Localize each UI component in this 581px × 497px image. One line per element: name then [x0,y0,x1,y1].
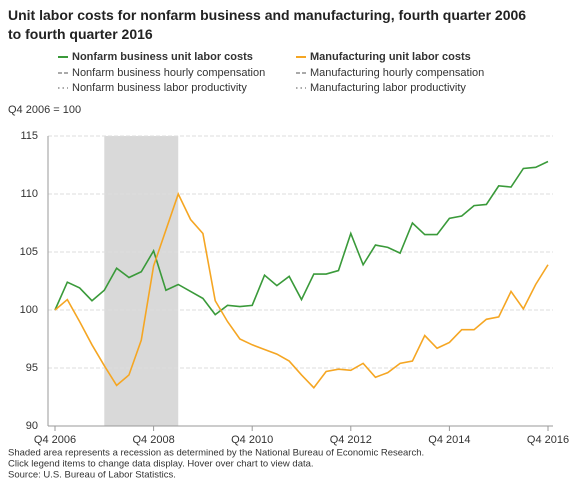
chart-title: Unit labor costs for nonfarm business an… [8,7,527,42]
y-axis-label: Q4 2006 = 100 [8,104,81,116]
x-tick-label: Q4 2016 [527,434,569,446]
legend-label[interactable]: Manufacturing labor productivity [310,82,466,94]
y-tick-label: 100 [20,304,38,316]
series-line [54,160,549,316]
series-line [54,191,549,389]
x-tick-label: Q4 2008 [132,434,174,446]
x-tick-label: Q4 2006 [34,434,76,446]
x-tick-label: Q4 2010 [231,434,273,446]
x-tick-label: Q4 2012 [330,434,372,446]
footnote: Click legend items to change data displa… [8,459,314,470]
y-tick-label: 95 [26,362,38,374]
legend-label[interactable]: Nonfarm business unit labor costs [72,51,253,63]
x-tick-label: Q4 2014 [428,434,470,446]
y-tick-label: 115 [20,130,38,142]
legend-label[interactable]: Manufacturing hourly compensation [310,67,484,79]
y-tick-label: 90 [26,420,38,432]
footnote: Source: U.S. Bureau of Labor Statistics. [8,470,176,481]
recession-shade [104,136,179,426]
legend-label[interactable]: Manufacturing unit labor costs [310,51,471,63]
legend-label[interactable]: Nonfarm business labor productivity [72,82,247,94]
legend-label[interactable]: Nonfarm business hourly compensation [72,67,265,79]
y-tick-label: 105 [20,246,38,258]
footnote: Shaded area represents a recession as de… [8,448,424,459]
y-tick-label: 110 [20,188,38,200]
